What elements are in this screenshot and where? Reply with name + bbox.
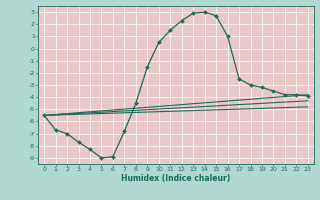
X-axis label: Humidex (Indice chaleur): Humidex (Indice chaleur) xyxy=(121,174,231,183)
